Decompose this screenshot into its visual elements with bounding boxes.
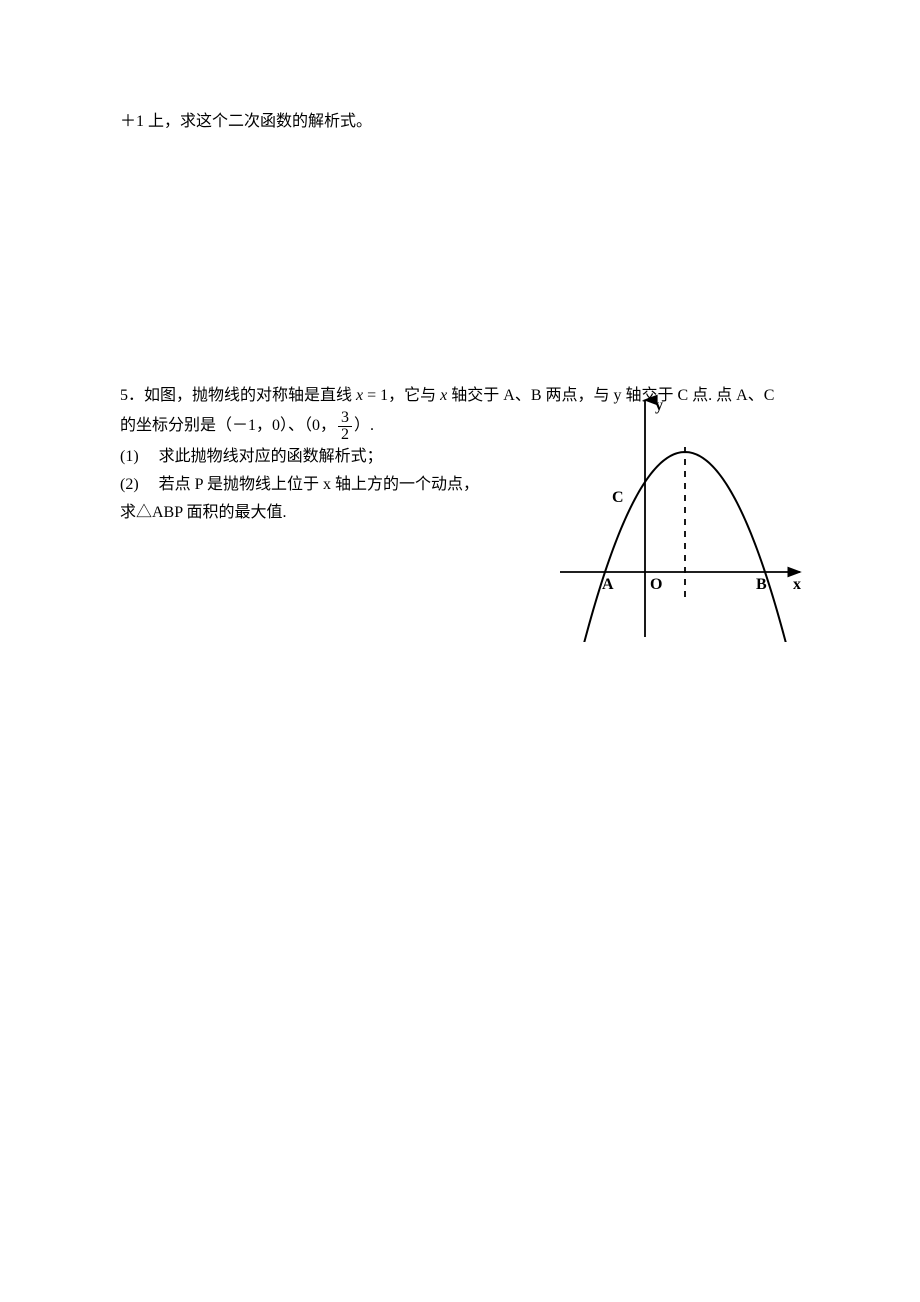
label-origin: O [650, 576, 662, 593]
q5-sub2: (2) 若点 P 是抛物线上位于 x 轴上方的一个动点， [120, 471, 540, 499]
question-5: 5．如图，抛物线的对称轴是直线 x = 1，它与 x 轴交于 A、B 两点，与 … [120, 382, 800, 527]
q5-intro-pre: 5．如图，抛物线的对称轴是直线 [120, 387, 356, 404]
q5-sub1: (1) 求此抛物线对应的函数解析式； [120, 443, 540, 471]
label-x: x [793, 576, 801, 593]
q5-intro-mid1: ，它与 [388, 387, 440, 404]
q5-line2-post: ）. [354, 417, 374, 434]
q5-sub3: 求△ABP 面积的最大值. [120, 499, 540, 527]
fraction-num: 3 [338, 410, 352, 427]
fraction-den: 2 [338, 427, 352, 443]
q5-line2-pre: 的坐标分别是（－1，0）、（0， [120, 417, 336, 434]
parabola-figure: y x O A B C [550, 382, 810, 642]
label-point-C: C [612, 489, 624, 506]
label-point-B: B [756, 576, 767, 593]
continuation-line: ＋1 上，求这个二次函数的解析式。 [120, 110, 800, 134]
fraction-3-over-2: 32 [338, 410, 352, 443]
label-y: y [655, 397, 663, 414]
label-point-A: A [602, 576, 614, 593]
axis-eq: = 1 [363, 387, 388, 404]
